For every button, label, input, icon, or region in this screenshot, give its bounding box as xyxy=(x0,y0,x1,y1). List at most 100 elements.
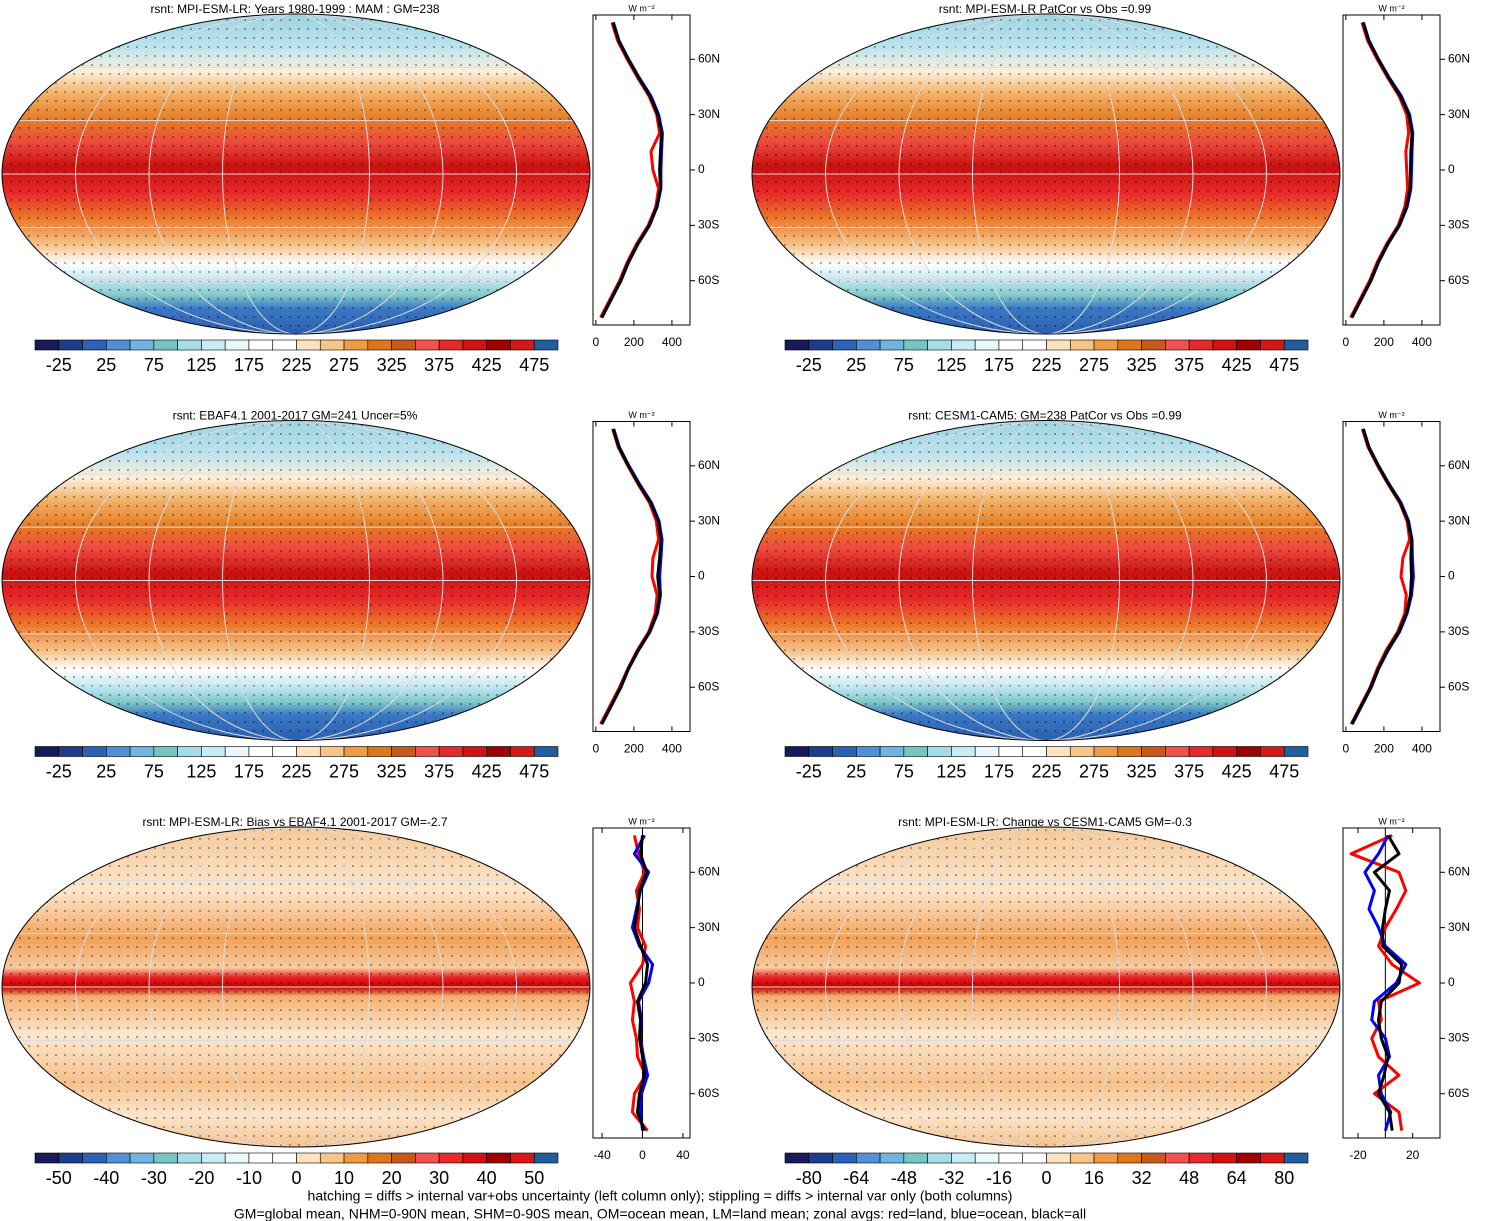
profile-frame xyxy=(592,14,691,326)
colorbar-swatch xyxy=(951,1152,976,1164)
y-tick-label: 0 xyxy=(1448,975,1455,989)
colorbar-swatch xyxy=(224,1152,250,1164)
y-tick-label: 30S xyxy=(1448,624,1469,638)
colorbar-swatch xyxy=(343,339,369,351)
map-title: rsnt: EBAF4.1 2001-2017 GM=241 Uncer=5% xyxy=(173,409,418,423)
colorbar-label: -30 xyxy=(141,1168,167,1188)
y-tick-label: 30N xyxy=(1448,920,1470,934)
colorbar-swatch xyxy=(1236,746,1261,757)
colorbar-swatch xyxy=(856,1152,881,1164)
colorbar-swatch xyxy=(438,339,464,351)
colorbar-swatch xyxy=(462,339,487,351)
colorbar-swatch xyxy=(1022,339,1047,351)
y-tick-label: 60N xyxy=(1448,51,1470,65)
colorbar-swatch xyxy=(1093,339,1119,351)
colorbar-label: 225 xyxy=(1031,355,1061,375)
colorbar-swatch xyxy=(832,339,857,351)
x-tick-label: 400 xyxy=(1412,742,1432,756)
colorbar-swatch xyxy=(224,339,250,351)
y-tick-label: 0 xyxy=(1448,569,1455,583)
colorbar-swatch xyxy=(391,746,416,757)
zonal-line xyxy=(1372,834,1404,1131)
colorbar-swatch xyxy=(462,1152,487,1164)
colorbar-label: 225 xyxy=(281,761,311,781)
y-tick-label: 60N xyxy=(698,51,720,65)
x-tick-label: -20 xyxy=(1349,1148,1367,1162)
colorbar-label: 425 xyxy=(1222,355,1252,375)
colorbar-label: 325 xyxy=(377,761,407,781)
colorbar-swatch xyxy=(856,339,881,351)
colorbar-label: 375 xyxy=(1174,761,1204,781)
map-border xyxy=(751,420,1341,741)
colorbar-swatch xyxy=(272,1152,297,1164)
colorbar-swatch xyxy=(486,339,511,351)
profile-frame xyxy=(592,827,691,1139)
colorbar-swatch xyxy=(1069,746,1095,757)
colorbar-label: -64 xyxy=(843,1168,869,1188)
colorbar-swatch xyxy=(832,1152,857,1164)
y-tick-label: 30S xyxy=(1448,1031,1469,1045)
colorbar-swatch xyxy=(248,339,274,351)
colorbar-label: 275 xyxy=(329,355,359,375)
x-tick-label: 400 xyxy=(662,742,682,756)
colorbar-label: 425 xyxy=(1222,761,1252,781)
y-tick-label: 60S xyxy=(698,273,719,287)
colorbar-swatch xyxy=(486,746,511,757)
colorbar-swatch xyxy=(1212,1152,1237,1164)
colorbar-label: 80 xyxy=(1274,1168,1294,1188)
y-tick-label: 0 xyxy=(698,975,705,989)
colorbar-label: 325 xyxy=(1127,761,1157,781)
colorbar-swatch xyxy=(201,1152,226,1164)
colorbar-swatch xyxy=(1236,1152,1261,1164)
colorbar-label: 75 xyxy=(894,761,914,781)
colorbar-label: 475 xyxy=(1269,761,1299,781)
colorbar-swatch xyxy=(1283,339,1309,351)
y-tick-label: 30S xyxy=(1448,218,1469,232)
colorbar-swatch xyxy=(391,1152,416,1164)
colorbar-label: 75 xyxy=(894,355,914,375)
colorbar-label: 375 xyxy=(424,355,454,375)
y-tick-label: 30N xyxy=(1448,107,1470,121)
colorbar-swatch xyxy=(951,746,976,757)
colorbar-swatch xyxy=(784,1152,810,1164)
colorbar-swatch xyxy=(319,339,345,351)
map-title: rsnt: MPI-ESM-LR PatCor vs Obs =0.99 xyxy=(939,2,1152,16)
profile-frame xyxy=(1342,827,1441,1139)
colorbar-swatch xyxy=(82,339,107,351)
colorbar-label: 25 xyxy=(96,761,116,781)
colorbar-swatch xyxy=(296,746,321,757)
colorbar-label: -25 xyxy=(46,761,72,781)
zonal-line xyxy=(1349,428,1412,725)
colorbar-label: 275 xyxy=(1079,761,1109,781)
colorbar-swatch xyxy=(951,339,976,351)
colorbar-label: 50 xyxy=(524,1168,544,1188)
zonal-line xyxy=(600,21,663,319)
zonal-line xyxy=(1350,21,1414,319)
colorbar-swatch xyxy=(34,746,60,757)
colorbar-label: 10 xyxy=(334,1168,354,1188)
colorbar-label: 325 xyxy=(1127,355,1157,375)
colorbar-label: 30 xyxy=(429,1168,449,1188)
colorbar-swatch xyxy=(296,339,321,351)
colorbar-swatch xyxy=(903,1152,928,1164)
colorbar-swatch xyxy=(296,1152,321,1164)
colorbar-label: 175 xyxy=(234,355,264,375)
colorbar-label: 475 xyxy=(1269,355,1299,375)
y-tick-label: 60N xyxy=(698,864,720,878)
colorbar-swatch xyxy=(272,746,297,757)
colorbar-swatch xyxy=(1188,339,1214,351)
unit-label: W m⁻² xyxy=(1378,3,1404,13)
colorbar-swatch xyxy=(974,1152,1000,1164)
colorbar-swatch xyxy=(391,339,416,351)
colorbar-swatch xyxy=(106,1152,131,1164)
colorbar-swatch xyxy=(808,1152,833,1164)
colorbar-label: 425 xyxy=(472,761,502,781)
colorbar-swatch xyxy=(1283,1152,1309,1164)
map-border xyxy=(751,13,1341,335)
colorbar-swatch xyxy=(784,339,810,351)
x-tick-label: 20 xyxy=(1406,1148,1420,1162)
colorbar-label: 64 xyxy=(1227,1168,1247,1188)
unit-label: W m⁻² xyxy=(1378,410,1404,420)
colorbar-swatch xyxy=(1069,339,1095,351)
y-tick-label: 30N xyxy=(698,920,720,934)
